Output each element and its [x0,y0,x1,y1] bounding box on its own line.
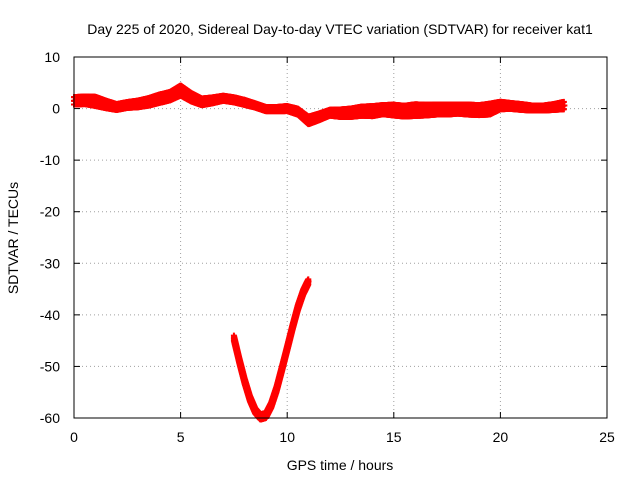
y-tick-label: -30 [40,255,60,271]
y-tick-label: -10 [40,152,60,168]
data-point [305,278,312,285]
plot-frame [73,56,608,419]
y-tick-label: -20 [40,204,60,220]
series-dip [230,276,312,423]
x-axis: 0 5 10 15 20 25 [70,57,615,445]
y-tick-label: -40 [40,307,60,323]
y-tick-label: -60 [40,410,60,426]
x-tick-label: 5 [177,429,185,445]
series-main [71,82,568,128]
chart-title: Day 225 of 2020, Sidereal Day-to-day VTE… [87,21,593,37]
y-tick-label: 10 [44,49,60,65]
x-tick-label: 15 [386,429,402,445]
y-tick-label: -50 [40,358,60,374]
x-tick-label: 10 [279,429,295,445]
x-tick-label: 25 [599,429,615,445]
data-point [561,102,568,109]
data-points [71,82,568,423]
y-axis-title: SDTVAR / TECUs [5,182,21,294]
x-axis-title: GPS time / hours [287,457,394,473]
x-tick-label: 0 [70,429,78,445]
x-tick-label: 20 [493,429,509,445]
y-axis: -60 -50 -40 -30 -20 -10 0 10 [40,49,607,426]
y-tick-label: 0 [52,101,60,117]
